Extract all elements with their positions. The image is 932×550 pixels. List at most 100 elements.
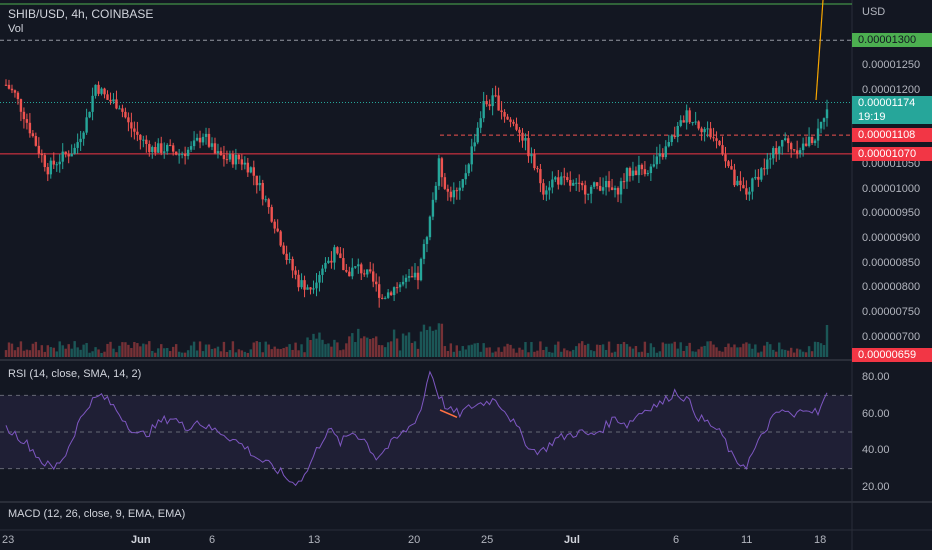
volume-bar xyxy=(634,346,638,357)
projection-line xyxy=(815,0,824,101)
volume-bar xyxy=(622,341,626,357)
candle-body xyxy=(186,149,190,157)
volume-bar xyxy=(578,343,581,357)
candle-body xyxy=(801,143,805,151)
volume-bar xyxy=(404,335,408,357)
volume-bar xyxy=(676,348,679,357)
volume-bar xyxy=(369,339,372,357)
candle-body xyxy=(157,143,160,153)
volume-bar xyxy=(139,346,142,357)
candle-body xyxy=(369,269,372,272)
candle-body xyxy=(31,133,35,137)
volume-label[interactable]: Vol xyxy=(8,23,24,35)
candle-body xyxy=(70,153,73,157)
time-tick-label: 6 xyxy=(209,534,216,546)
candle-body xyxy=(488,104,491,107)
volume-bar xyxy=(261,352,264,357)
volume-bar xyxy=(240,350,244,357)
target-price-tag: 0.00001300 xyxy=(852,33,932,48)
volume-bar xyxy=(566,350,569,357)
candle-body xyxy=(321,268,324,275)
volume-bar xyxy=(216,346,220,357)
volume-bar xyxy=(10,343,14,357)
candle-body xyxy=(73,147,76,154)
candle-body xyxy=(578,182,581,184)
volume-bar xyxy=(595,344,599,357)
candle-body xyxy=(760,168,763,180)
candle-body xyxy=(807,136,811,146)
candle-body xyxy=(306,287,309,290)
candle-body xyxy=(312,288,315,290)
volume-bar xyxy=(616,343,620,357)
candle-body xyxy=(189,146,193,150)
candle-body xyxy=(506,116,509,120)
volume-bar xyxy=(425,329,429,357)
volume-bar xyxy=(234,352,238,357)
volume-bar xyxy=(377,345,381,357)
volume-bar xyxy=(61,345,64,357)
volume-bar xyxy=(258,342,261,357)
macd-title[interactable]: MACD (12, 26, close, 9, EMA, EMA) xyxy=(8,508,186,520)
candle-body xyxy=(640,164,644,170)
volume-bar xyxy=(554,344,557,357)
currency-label[interactable]: USD xyxy=(862,6,886,18)
symbol-title[interactable]: SHIB/USD, 4h, COINBASE xyxy=(8,7,154,21)
candle-body xyxy=(213,143,217,154)
volume-bar xyxy=(118,345,121,357)
volume-bar xyxy=(736,347,739,357)
candle-body xyxy=(769,158,772,160)
volume-bar xyxy=(151,350,154,357)
volume-bar xyxy=(733,344,736,357)
candle-body xyxy=(518,129,521,133)
rsi-line xyxy=(5,370,828,487)
candle-body xyxy=(145,139,148,145)
volume-bar xyxy=(640,351,644,357)
volume-bar xyxy=(491,352,494,357)
candle-body xyxy=(521,132,524,141)
candle-body xyxy=(267,199,270,208)
volume-bar xyxy=(763,345,766,357)
candle-body xyxy=(601,187,605,191)
volume-bar xyxy=(88,352,91,357)
price-tick-label: 0.00000900 xyxy=(862,231,921,244)
price-tick-label: 0.00000800 xyxy=(862,281,921,294)
volume-bar xyxy=(798,349,802,357)
candle-body xyxy=(422,244,426,259)
volume-bar xyxy=(348,336,351,357)
volume-bar xyxy=(781,349,784,357)
candle-body xyxy=(515,123,518,130)
volume-bar xyxy=(46,345,49,357)
volume-bar xyxy=(386,342,390,357)
volume-bar xyxy=(264,341,267,357)
volume-bar xyxy=(413,341,417,357)
volume-bar xyxy=(724,347,727,357)
candle-body xyxy=(136,131,139,135)
volume-bar xyxy=(180,352,184,357)
time-tick-label: 6 xyxy=(673,534,680,546)
rsi-title[interactable]: RSI (14, close, SMA, 14, 2) xyxy=(8,368,142,380)
candle-body xyxy=(682,120,685,123)
candle-body xyxy=(485,101,488,105)
time-tick-label: 20 xyxy=(408,534,421,546)
candle-body xyxy=(557,177,560,185)
candle-body xyxy=(61,151,64,162)
volume-bar xyxy=(482,343,485,357)
candle-body xyxy=(204,133,208,137)
volume-bar xyxy=(225,351,229,357)
candle-body xyxy=(103,88,106,95)
volume-bar xyxy=(366,337,369,357)
candle-body xyxy=(363,273,366,275)
volume-bar xyxy=(560,351,563,357)
candle-body xyxy=(300,280,303,288)
candle-body xyxy=(721,145,724,155)
candle-body xyxy=(34,136,38,146)
volume-bar xyxy=(745,342,748,357)
volume-bar xyxy=(664,343,667,357)
candle-body xyxy=(551,179,554,188)
candle-body xyxy=(303,280,306,290)
volume-bar xyxy=(673,341,676,357)
time-tick-label: 18 xyxy=(814,534,827,546)
candle-body xyxy=(798,150,802,154)
candle-body xyxy=(276,228,279,232)
